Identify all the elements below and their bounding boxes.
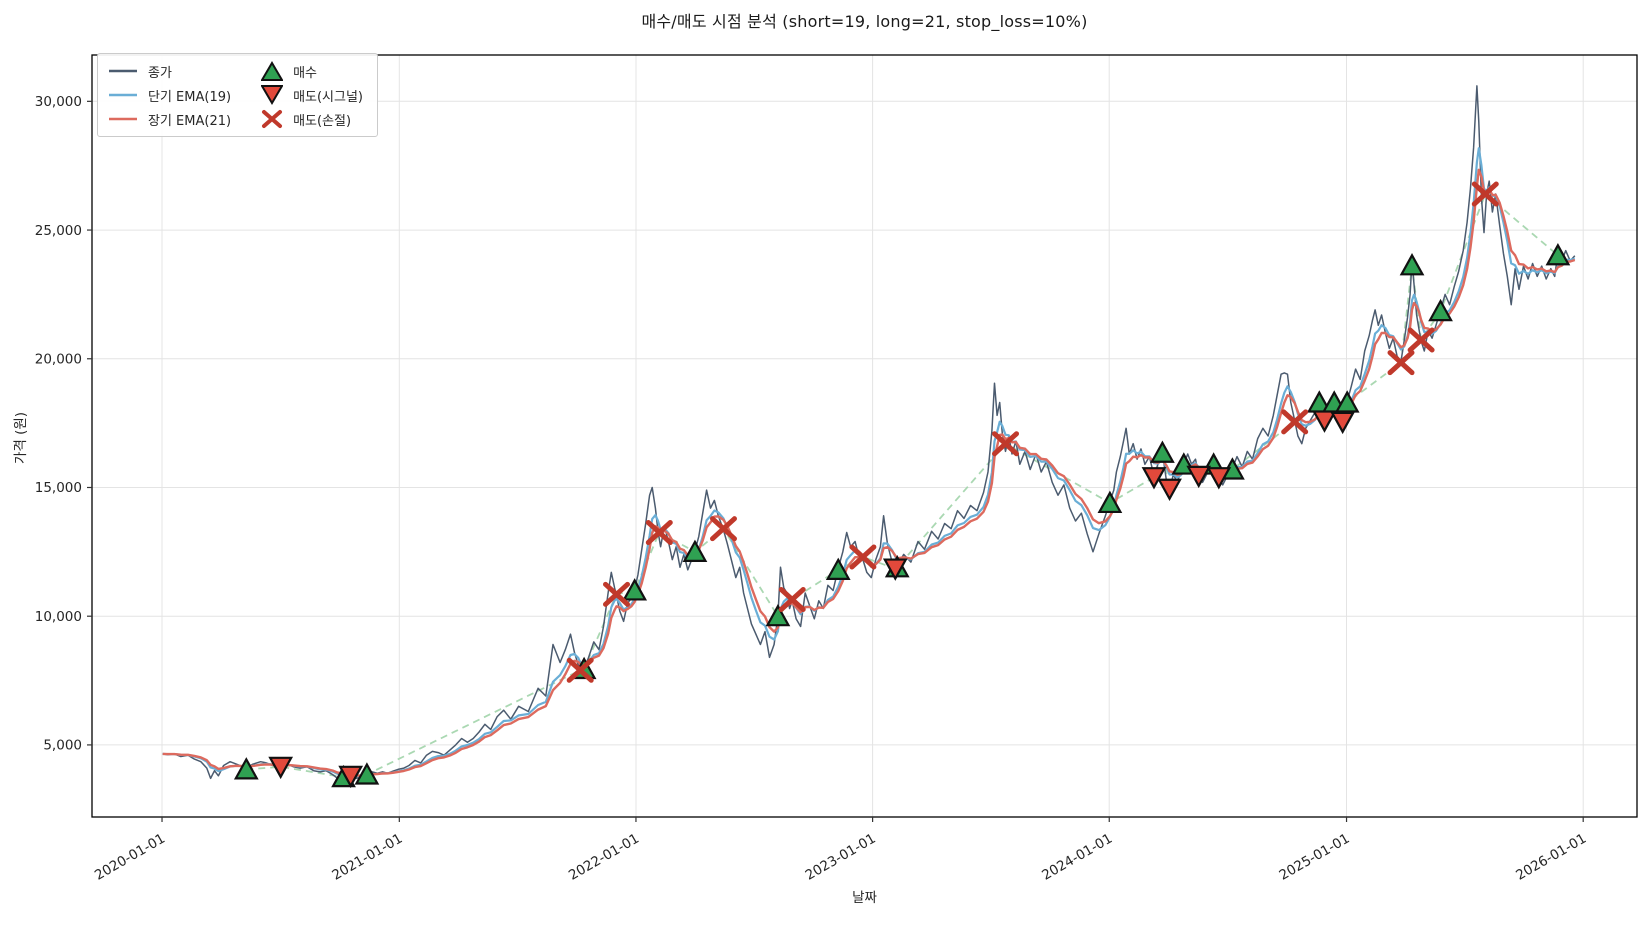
buy-marker [354, 762, 380, 785]
x-axis-ticks: 2020-01-01 2021-01-01 2022-01-01 2023-01-01… [92, 817, 1589, 884]
stop-loss-marker [1281, 409, 1309, 435]
sell-marker [1186, 465, 1212, 489]
legend-item-ema-long: 장기 EMA(21) [108, 109, 231, 129]
buy-marker [1150, 440, 1175, 463]
stop-loss-marker [566, 657, 594, 683]
sell-marker [268, 756, 294, 780]
y-tick-label: 10,000 [35, 609, 82, 625]
stop-loss-marker [849, 544, 877, 570]
sell-marker [1141, 467, 1167, 490]
chart-title: 매수/매도 시점 분석 (short=19, long=21, stop_los… [641, 12, 1088, 31]
x-tick-label: 2021-01-01 [329, 831, 405, 884]
x-axis-label: 날짜 [852, 890, 877, 906]
buy-marker [1428, 298, 1453, 322]
ema-long-line [162, 168, 1576, 777]
y-tick-label: 5,000 [43, 738, 82, 754]
buy-marker [233, 757, 259, 780]
sell-marker [1312, 410, 1337, 433]
axes-spines [91, 54, 1638, 818]
sell-marker [338, 765, 364, 789]
y-tick-label: 20,000 [35, 351, 82, 367]
buy-marker [1545, 243, 1571, 266]
sell-marker [882, 558, 908, 581]
stop-loss-marker [992, 431, 1020, 457]
buy-markers [233, 243, 1571, 788]
legend-item-stop: 매도(손절) [261, 109, 363, 129]
buy-marker [1399, 253, 1425, 276]
sell-marker [1330, 411, 1356, 435]
ema-long-line-icon [109, 117, 137, 121]
stop-loss-marker [645, 520, 673, 546]
buy-triangle-icon [261, 61, 284, 81]
trade-path-line [246, 192, 1559, 779]
ema-short-line [162, 147, 1576, 778]
y-tick-label: 30,000 [35, 94, 82, 110]
x-tick-label: 2025-01-01 [1277, 831, 1353, 884]
sell-marker [1157, 478, 1182, 502]
legend-label-ema-short: 단기 EMA(19) [148, 89, 232, 105]
stop-swatch [262, 110, 283, 128]
sell-triangle-icon [261, 85, 284, 105]
stop-loss-marker [1407, 327, 1435, 353]
y-axis-ticks: 5,000 10,000 15,000 20,000 25,000 30,000 [35, 94, 92, 754]
close-line [162, 85, 1576, 780]
stop-loss-markers [566, 181, 1499, 683]
sell-markers [268, 410, 1356, 789]
legend-item-ema-short: 단기 EMA(19) [108, 85, 231, 105]
close-line-icon [109, 69, 137, 73]
sell-swatch [261, 85, 284, 105]
stop-loss-marker [603, 581, 631, 607]
grid [92, 55, 1637, 817]
buy-marker [1097, 490, 1123, 514]
x-tick-label: 2020-01-01 [92, 831, 168, 884]
legend-label-buy: 매수 [293, 65, 317, 81]
legend-item-buy: 매수 [261, 61, 363, 81]
legend-column-markers: 매수 매도(시그널) 매도(손절) [261, 61, 363, 129]
x-tick-label: 2023-01-01 [803, 831, 879, 884]
stop-loss-marker [709, 516, 737, 542]
ema-short-line-icon [109, 93, 137, 97]
buy-marker [1334, 390, 1360, 413]
legend-label-stop: 매도(손절) [293, 113, 352, 129]
y-tick-label: 15,000 [35, 480, 82, 496]
legend-item-sell: 매도(시그널) [261, 85, 363, 105]
buy-marker [622, 578, 648, 601]
buy-marker [682, 539, 708, 562]
legend-item-close: 종가 [108, 61, 231, 81]
stop-loss-marker [1471, 181, 1499, 207]
legend-label-ema-long: 장기 EMA(21) [148, 113, 232, 129]
y-tick-label: 25,000 [35, 223, 82, 239]
x-tick-label: 2026-01-01 [1513, 831, 1589, 884]
stop-loss-marker [1387, 350, 1415, 376]
buy-marker [825, 557, 851, 580]
legend: 종가 단기 EMA(19) 장기 EMA(21) 매수 [97, 53, 379, 137]
legend-label-sell: 매도(시그널) [293, 89, 364, 105]
legend-column-lines: 종가 단기 EMA(19) 장기 EMA(21) [108, 61, 231, 129]
buy-marker [765, 603, 791, 627]
stop-loss-marker [778, 586, 806, 612]
stop-x-icon [262, 110, 283, 128]
y-axis-label: 가격 (원) [13, 411, 29, 465]
x-tick-label: 2024-01-01 [1039, 831, 1115, 884]
sell-marker [1206, 467, 1232, 490]
buy-swatch [261, 61, 284, 81]
x-tick-label: 2022-01-01 [566, 831, 642, 884]
legend-label-close: 종가 [148, 65, 172, 81]
